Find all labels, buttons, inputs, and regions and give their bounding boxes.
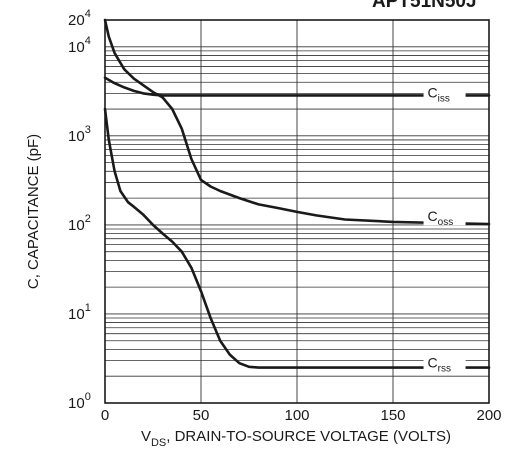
curve-c-oss xyxy=(103,18,491,226)
curve-labels: Ciss Coss Crss xyxy=(423,83,466,375)
curve-c-rss xyxy=(103,107,491,369)
x-tick-label: 100 xyxy=(284,407,309,424)
curve-label-background xyxy=(423,83,466,102)
curve-label-background xyxy=(423,353,466,372)
y-axis-title: C, CAPACITANCE (pF) xyxy=(25,134,42,289)
y-tick-label: 104 xyxy=(68,35,91,56)
grid-lines xyxy=(105,19,489,403)
y-tick-label: 102 xyxy=(68,213,91,234)
plot-frame xyxy=(104,19,490,404)
x-tick-label: 0 xyxy=(101,407,109,424)
y-tick-label: 103 xyxy=(68,124,91,145)
chart-header-text: APT51N50J xyxy=(372,0,477,12)
curves xyxy=(103,18,491,369)
curve-c-iss xyxy=(103,76,491,97)
curve-label-c-oss: Coss xyxy=(428,208,454,228)
curve-label-background xyxy=(423,207,466,226)
x-tick-label: 150 xyxy=(380,407,405,424)
x-axis-title: VDS, DRAIN-TO-SOURCE VOLTAGE (VOLTS) xyxy=(141,428,451,449)
x-tick-label: 50 xyxy=(193,407,210,424)
y-tick-label: 100 xyxy=(68,391,91,412)
y-tick-label: 101 xyxy=(68,302,91,323)
x-tick-label: 200 xyxy=(476,407,501,424)
curve-label-c-iss: Ciss xyxy=(428,84,450,104)
y-tick-label: 204 xyxy=(68,8,91,29)
curve-label-c-rss: Crss xyxy=(428,355,451,375)
tick-labels: 0 50 100 150 200 100 101 102 103 104 204 xyxy=(68,8,502,424)
